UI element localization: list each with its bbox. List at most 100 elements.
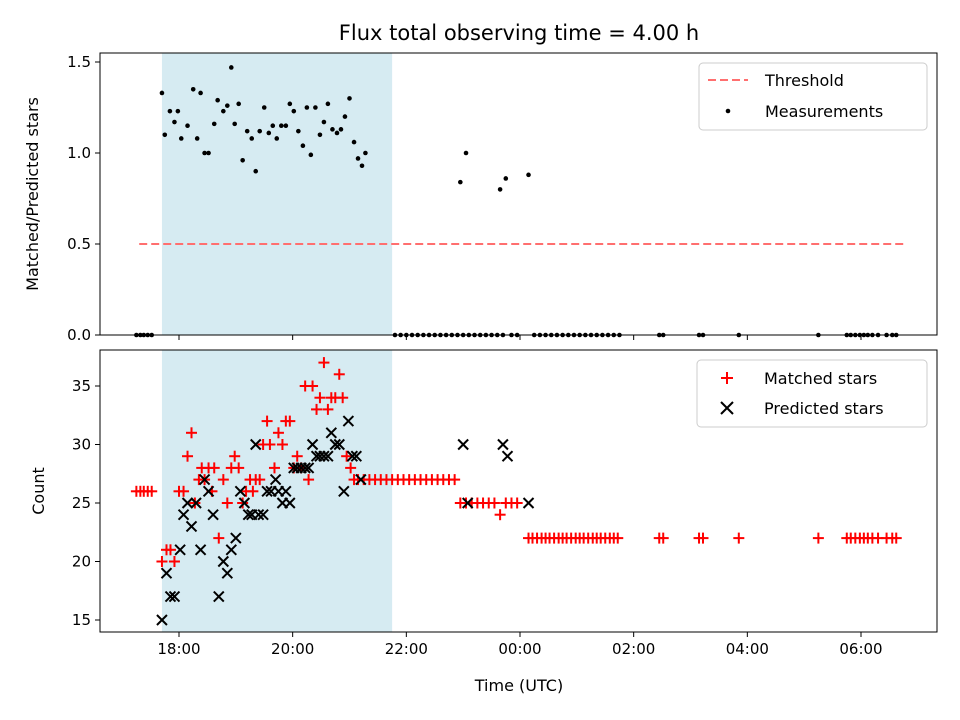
measurement-point (313, 105, 318, 110)
measurement-point (202, 150, 207, 156)
x-tick-label: 00:00 (498, 640, 541, 658)
matched-star-point (237, 497, 249, 509)
predicted-star-point (225, 544, 237, 556)
predicted-star-point (202, 485, 215, 498)
bottom-y-tick-label: 15 (72, 611, 91, 629)
chart-title: Flux total observing time = 4.00 h (339, 21, 699, 45)
predicted-star-point (501, 450, 514, 462)
matched-star-point (272, 427, 284, 439)
matched-star-point (268, 462, 280, 474)
predicted-star-point (164, 590, 177, 603)
measurement-point (274, 136, 280, 141)
measurement-point (503, 176, 509, 181)
predicted-star-point (318, 450, 330, 462)
measurement-point (287, 101, 293, 107)
predicted-star-point (261, 485, 273, 498)
measurement-point (175, 108, 181, 114)
measurement-point (257, 128, 263, 134)
top-y-axis-label: Matched/Predicted stars (23, 97, 42, 291)
measurement-point (304, 105, 310, 110)
measurement-point (347, 96, 352, 101)
predicted-star-point (346, 450, 359, 462)
x-tick-label: 22:00 (385, 640, 428, 658)
predicted-star-point (185, 520, 198, 533)
bottom-axes-panel: 18:00 20:00 22:00 00:00 02:00 04:00 06:00 15 20 2… (29, 349, 938, 695)
measurement-point (270, 123, 276, 128)
predicted-star-point (306, 438, 319, 451)
matched-star-point (156, 556, 168, 567)
top-y-tick-label: 1.0 (67, 144, 91, 162)
legend-threshold-label: Threshold (764, 71, 844, 90)
x-tick-label: 02:00 (612, 640, 655, 658)
predicted-star-point (213, 590, 225, 603)
measurement-point (526, 172, 531, 178)
matched-star-point (733, 532, 745, 544)
measurement-point (178, 136, 184, 141)
measurement-point (162, 132, 168, 138)
x-axis-label: Time (UTC) (474, 676, 563, 695)
measurement-point (206, 150, 211, 156)
matched-star-point (233, 462, 245, 474)
matched-star-point (164, 544, 176, 556)
top-y-tick-label: 0.5 (67, 235, 91, 253)
predicted-star-point (302, 462, 315, 474)
top-axes-frame (99, 52, 938, 336)
predicted-star-point (338, 485, 350, 498)
bottom-y-axis-label: Count (29, 467, 48, 515)
matched-star-point (229, 450, 241, 462)
predicted-star-point (322, 450, 334, 462)
predicted-star-point (333, 438, 345, 451)
predicted-star-point (181, 497, 194, 509)
measurement-point (221, 108, 226, 114)
matched-star-point (168, 556, 180, 567)
matched-star-point (318, 357, 330, 369)
predicted-star-point (462, 497, 474, 509)
predicted-star-point (355, 473, 367, 486)
predicted-star-point (238, 497, 251, 509)
matched-star-point (264, 439, 276, 450)
predicted-star-point (156, 614, 168, 626)
measurement-point (463, 150, 469, 156)
matched-star-point (612, 532, 624, 544)
matched-star-point (186, 427, 198, 439)
measurement-point (351, 139, 357, 145)
predicted-star-point (252, 508, 265, 521)
x-tick-label: 20:00 (271, 640, 314, 658)
measurement-point (321, 119, 327, 125)
matched-star-point (890, 532, 902, 544)
measurement-point (194, 136, 200, 141)
predicted-star-point (160, 567, 173, 579)
matched-star-point (345, 462, 357, 474)
top-axes-panel: Flux total observing time = 4.00 h 0.00.… (23, 21, 938, 344)
matched-star-point (146, 485, 158, 497)
matched-star-point (276, 439, 288, 450)
measurement-point (308, 152, 314, 158)
legend-measurements-label: Measurements (765, 102, 883, 121)
top-shaded-region (161, 53, 393, 335)
measurement-point (185, 123, 190, 128)
measurement-point (198, 90, 203, 96)
predicted-star-point (174, 544, 186, 556)
measurement-point (458, 179, 463, 185)
measurement-point (172, 119, 177, 125)
legend-measurements-marker (725, 108, 731, 114)
top-legend: Threshold Measurements (698, 62, 928, 131)
measurement-point (249, 136, 255, 141)
measurement-point (261, 105, 267, 110)
measurement-point (228, 65, 234, 70)
bottom-ticks: 18:00 20:00 22:00 00:00 02:00 04:00 06:00 15 20 2… (72, 377, 883, 658)
top-ticks: 0.0 0.5 1.0 1.5 (67, 53, 862, 344)
predicted-star-point (257, 508, 269, 521)
measurement-point (334, 130, 340, 136)
measurement-point (359, 163, 365, 169)
x-tick-label: 18:00 (157, 640, 200, 658)
measurement-point (283, 123, 289, 128)
bottom-y-tick-label: 20 (72, 553, 91, 571)
matched-star-point (217, 474, 229, 486)
measurement-point (211, 121, 217, 127)
measurement-point (355, 156, 361, 161)
matched-star-point (254, 474, 266, 486)
predicted-star-point (497, 438, 509, 451)
measurement-point (244, 128, 250, 134)
